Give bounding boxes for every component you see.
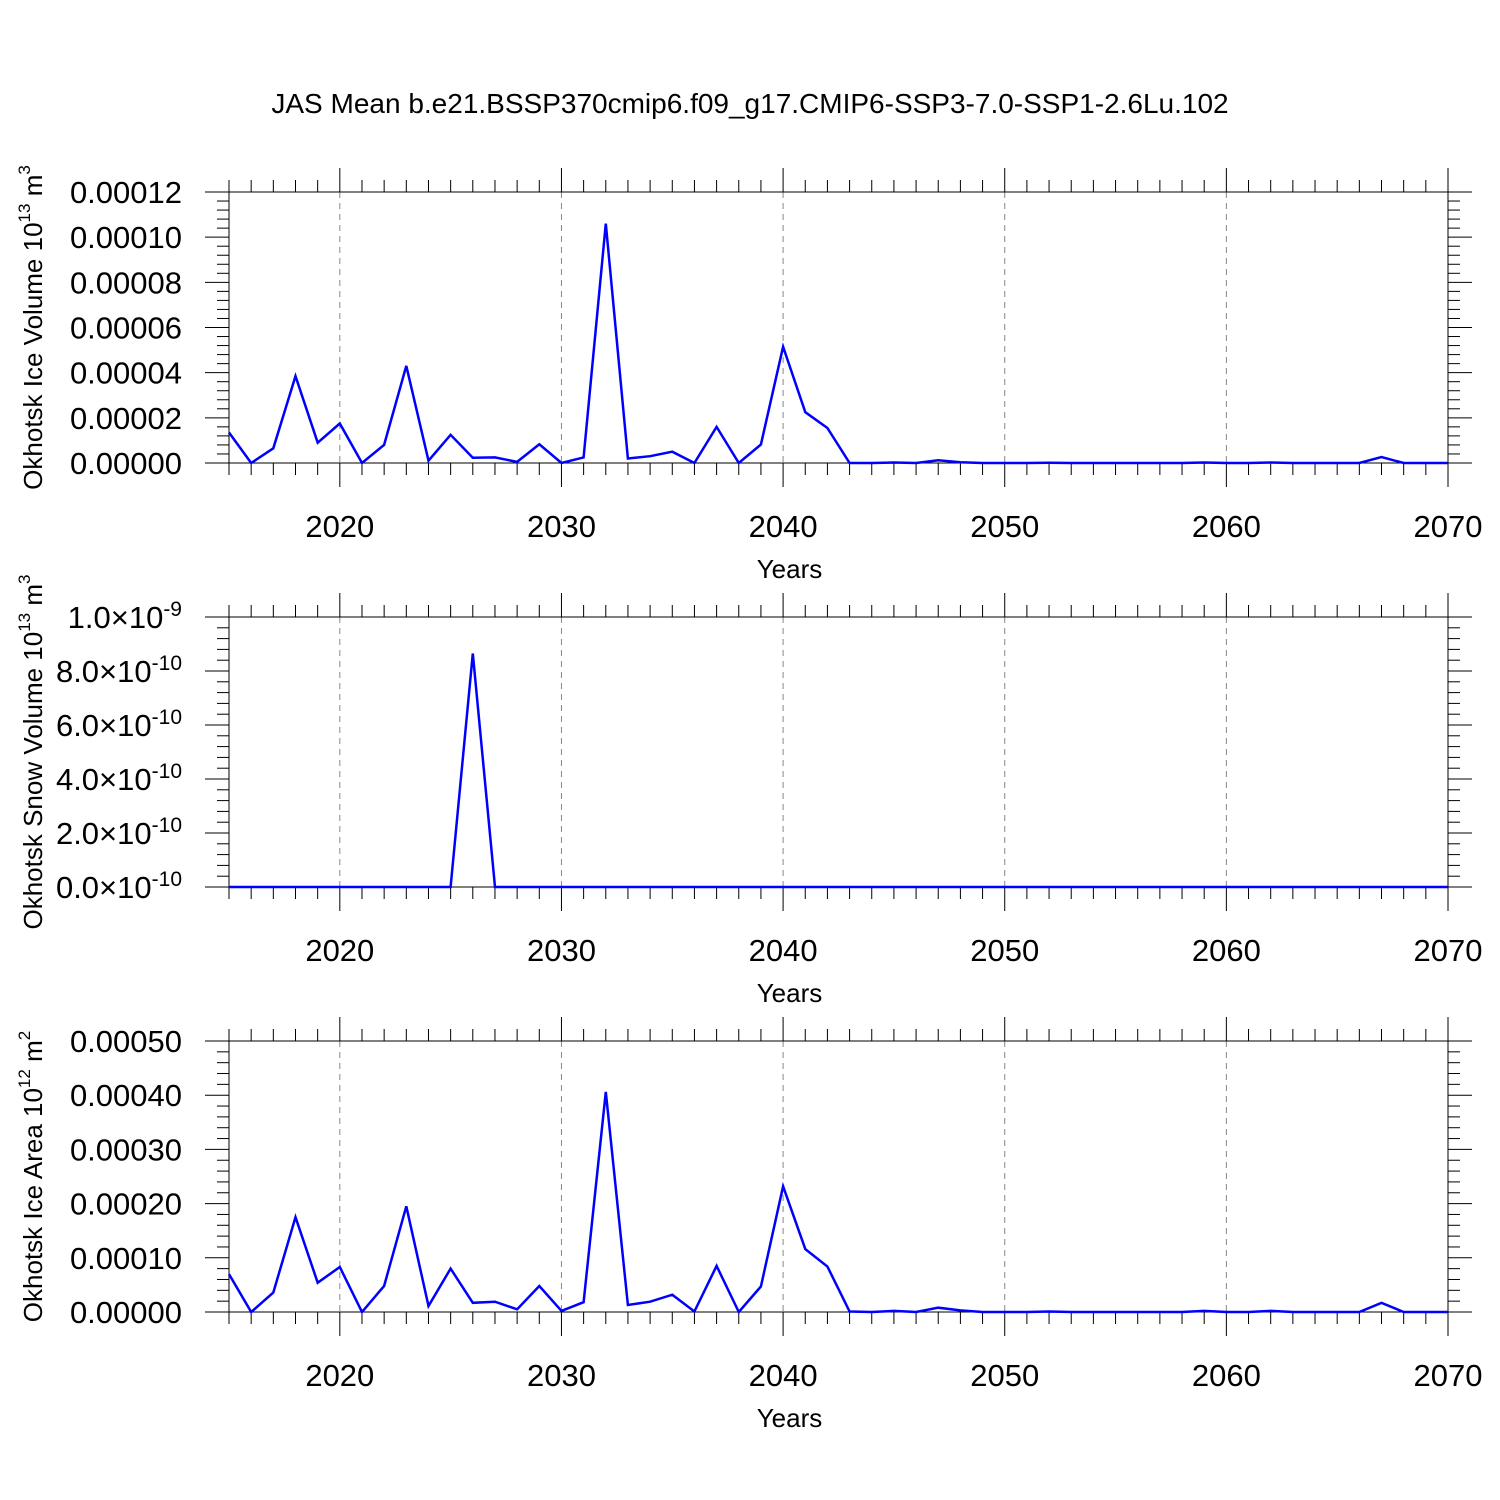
x-tick-label: 2040 (749, 1358, 818, 1393)
x-tick-label: 2060 (1192, 509, 1261, 544)
plot-frame (228, 1040, 1449, 1313)
x-tick-label: 2020 (305, 933, 374, 968)
x-tick-label: 2030 (527, 509, 596, 544)
x-tick-label: 2060 (1192, 933, 1261, 968)
x-tick-label: 2060 (1192, 1358, 1261, 1393)
chart-panel-1: 2020 2030 2040 2050 2060 2070 0.00000 0.00002 0.… (15, 165, 1482, 584)
y-tick-label: 0.00040 (70, 1078, 182, 1113)
y-tick-label: 0.00000 (70, 446, 182, 481)
x-axis-title: Years (757, 554, 823, 584)
x-tick-label: 2040 (749, 933, 818, 968)
x-tick-label: 2070 (1414, 509, 1483, 544)
y-tick-label: 1.0×10-9 (68, 598, 182, 635)
y-tick-label: 4.0×10-10 (56, 760, 182, 797)
y-tick-label: 0.00006 (70, 311, 182, 346)
chart-panel-2: 2020 2030 2040 2050 2060 2070 0.0×10-10 2.0×10-… (15, 575, 1482, 1009)
y-tick-label: 0.00002 (70, 401, 182, 436)
y-tick-label: 0.00030 (70, 1132, 182, 1167)
y-tick-label: 0.00012 (70, 175, 182, 210)
y-tick-label: 2.0×10-10 (56, 814, 182, 851)
chart-title: JAS Mean b.e21.BSSP370cmip6.f09_g17.CMIP… (271, 88, 1229, 119)
y-tick-label: 0.00050 (70, 1024, 182, 1059)
y-tick-label: 0.00020 (70, 1187, 182, 1222)
x-axis-title: Years (757, 978, 823, 1008)
y-tick-label: 0.00010 (70, 1241, 182, 1276)
x-tick-label: 2050 (970, 933, 1039, 968)
series-line (227, 223, 1448, 465)
y-axis-title: Okhotsk Snow Volume 1013 m3 (15, 575, 48, 930)
x-tick-label: 2040 (749, 509, 818, 544)
y-tick-label: 6.0×10-10 (56, 706, 182, 743)
y-tick-label: 0.00010 (70, 220, 182, 255)
y-tick-label: 0.0×10-10 (56, 868, 182, 905)
x-tick-label: 2020 (305, 1358, 374, 1393)
plot-frame (228, 616, 1449, 888)
x-tick-label: 2050 (970, 509, 1039, 544)
plot-frame (228, 191, 1449, 464)
x-tick-label: 2030 (527, 1358, 596, 1393)
y-tick-label: 0.00004 (70, 356, 182, 391)
x-tick-label: 2070 (1414, 933, 1483, 968)
chart-panel-3: 2020 2030 2040 2050 2060 2070 0.00000 0.00010 0.… (15, 1017, 1482, 1433)
series-line (227, 1091, 1448, 1315)
y-tick-label: 0.00008 (70, 265, 182, 300)
x-tick-label: 2070 (1414, 1358, 1483, 1393)
x-tick-label: 2030 (527, 933, 596, 968)
x-tick-label: 2020 (305, 509, 374, 544)
y-tick-label: 0.00000 (70, 1295, 182, 1330)
x-tick-label: 2050 (970, 1358, 1039, 1393)
y-axis-title: Okhotsk Ice Volume 1013 m3 (15, 165, 48, 490)
y-axis-title: Okhotsk Ice Area 1012 m2 (15, 1031, 48, 1322)
y-tick-label: 8.0×10-10 (56, 652, 182, 689)
series-line (229, 653, 1448, 889)
x-axis-title: Years (757, 1403, 823, 1433)
